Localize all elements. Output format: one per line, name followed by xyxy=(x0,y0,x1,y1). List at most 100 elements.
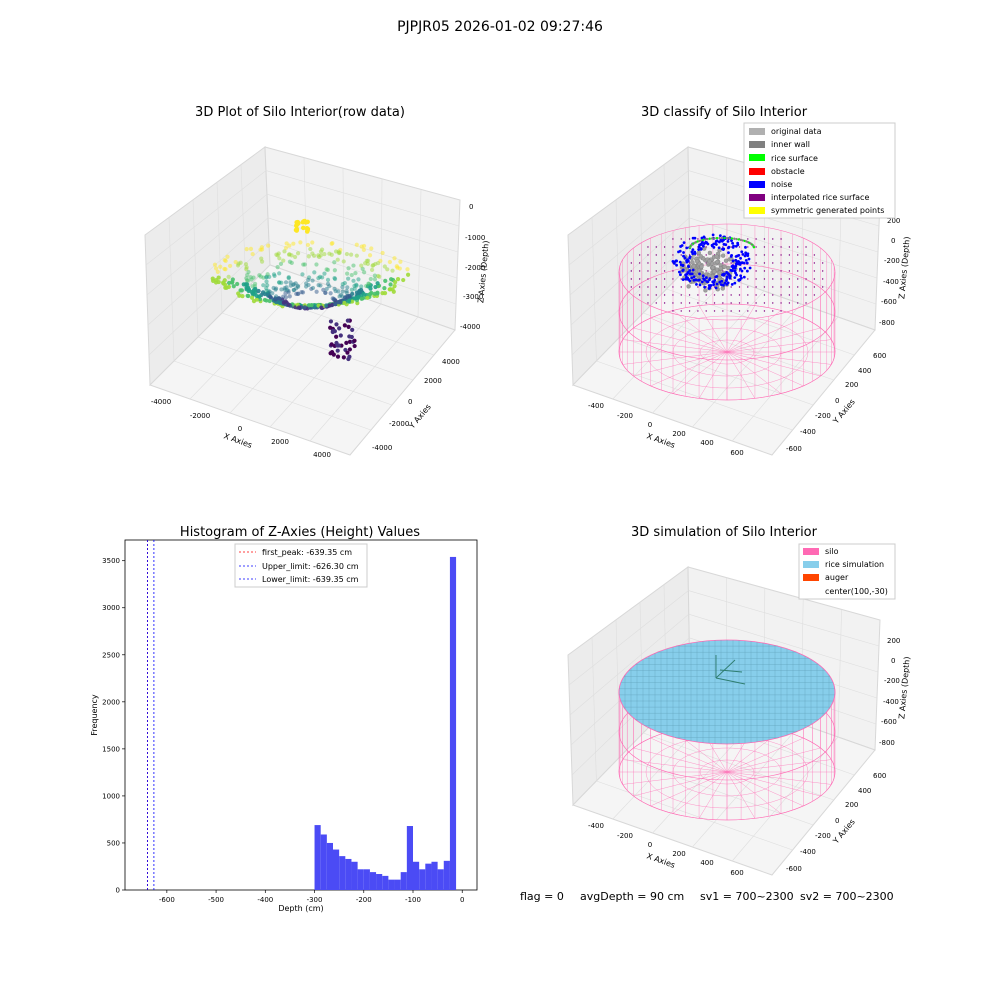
raw-point xyxy=(228,263,233,269)
raw-zlabel: Z Axies (Depth) xyxy=(476,240,490,303)
raw-point xyxy=(246,293,251,299)
raw-point xyxy=(370,267,375,273)
interpolated-point xyxy=(655,294,657,296)
grid-line xyxy=(148,241,270,356)
silo-floor-spoke xyxy=(672,351,728,394)
silo-floor-spoke xyxy=(726,327,821,353)
raw-point xyxy=(300,272,305,277)
noise-point xyxy=(727,251,730,254)
legend-swatch-obstacle xyxy=(749,168,765,175)
sim-legend: silo rice simulation auger center(100,-3… xyxy=(798,543,896,600)
interpolated-point xyxy=(663,270,666,272)
noise-point xyxy=(735,273,738,277)
raw-point xyxy=(213,266,219,271)
noise-point xyxy=(683,256,687,260)
hist-ytick-label: 3500 xyxy=(102,557,120,565)
interpolated-point xyxy=(813,270,816,272)
grid-line xyxy=(666,288,855,356)
raw-point xyxy=(250,251,255,257)
grid-line xyxy=(612,277,728,400)
interpolated-point xyxy=(630,286,633,288)
raw-point xyxy=(316,253,321,258)
raw-point xyxy=(322,271,327,276)
silo-floor-spoke xyxy=(622,339,728,353)
raw-point xyxy=(387,259,392,265)
interpolated-point xyxy=(772,302,774,304)
silo-floor-spoke xyxy=(650,317,728,353)
raw-point xyxy=(278,261,284,266)
noise-point xyxy=(728,276,732,280)
classify-xtick: 600 xyxy=(730,449,743,457)
interpolated-point xyxy=(705,294,707,296)
interpolated-point xyxy=(755,302,757,304)
interpolated-point xyxy=(747,286,749,288)
raw-point xyxy=(382,286,387,291)
hist-bar xyxy=(333,849,340,890)
raw-point xyxy=(308,246,313,252)
sim-auger xyxy=(715,655,746,685)
raw-point xyxy=(360,266,365,271)
raw-point xyxy=(291,241,296,246)
interpolated-point xyxy=(697,294,699,296)
interpolated-point xyxy=(805,270,807,272)
legend-label-noise: noise xyxy=(771,180,792,189)
noise-point xyxy=(701,244,705,248)
rice-surface-point xyxy=(701,238,705,242)
grid-line xyxy=(837,609,842,738)
raw-point xyxy=(310,278,315,283)
interpolated-point xyxy=(697,310,699,312)
interpolated-point xyxy=(755,254,757,256)
raw-point xyxy=(390,268,395,273)
raw-point xyxy=(331,352,336,357)
interpolated-point xyxy=(663,246,666,248)
raw-point xyxy=(265,272,270,277)
silo-floor-spoke xyxy=(726,737,804,773)
raw-point xyxy=(337,326,342,331)
noise-point xyxy=(715,274,719,278)
noise-point xyxy=(731,259,735,263)
raw-point xyxy=(325,277,331,282)
interpolated-point xyxy=(688,310,691,312)
noise-point xyxy=(743,266,747,270)
footer-sv1: sv1 = 700~2300 xyxy=(700,890,794,903)
noise-point xyxy=(739,267,742,271)
interpolated-point xyxy=(722,302,724,304)
legend-label-original-data: original data xyxy=(771,127,822,136)
raw-point xyxy=(351,263,356,268)
raw-point xyxy=(243,262,249,267)
interpolated-point xyxy=(813,294,816,296)
hist-xtick-label: -100 xyxy=(405,896,421,904)
noise-point xyxy=(747,257,751,261)
raw-point xyxy=(357,289,362,294)
grid-line xyxy=(342,168,345,292)
interpolated-point xyxy=(755,294,757,296)
classify-ztick: -200 xyxy=(884,257,900,265)
raw-point xyxy=(314,262,319,267)
interpolated-point xyxy=(763,278,766,280)
raw-point xyxy=(376,260,381,266)
noise-point xyxy=(701,274,705,278)
raw-point xyxy=(345,271,350,276)
interpolated-point xyxy=(755,246,757,248)
interpolated-point xyxy=(730,310,732,312)
grid-line xyxy=(145,170,267,266)
noise-point xyxy=(685,259,688,263)
grid-line xyxy=(192,199,199,338)
original-point xyxy=(707,259,712,264)
rice-surface-point xyxy=(737,238,740,241)
raw-point xyxy=(244,247,249,252)
noise-point xyxy=(734,258,738,262)
raw-point xyxy=(377,274,382,279)
footer-avg-depth: avgDepth = 90 cm xyxy=(580,890,684,903)
raw-point xyxy=(253,286,258,291)
rice-surface-point xyxy=(723,236,726,240)
raw-point xyxy=(340,282,345,287)
interpolated-point xyxy=(713,302,716,304)
footer-status: flag = 0 avgDepth = 90 cm sv1 = 700~2300… xyxy=(520,890,894,903)
sim-ytick: 400 xyxy=(858,787,871,795)
raw-point xyxy=(328,291,333,296)
raw-point xyxy=(246,288,251,294)
rice-surface-point xyxy=(704,238,707,241)
grid-line xyxy=(639,182,644,314)
